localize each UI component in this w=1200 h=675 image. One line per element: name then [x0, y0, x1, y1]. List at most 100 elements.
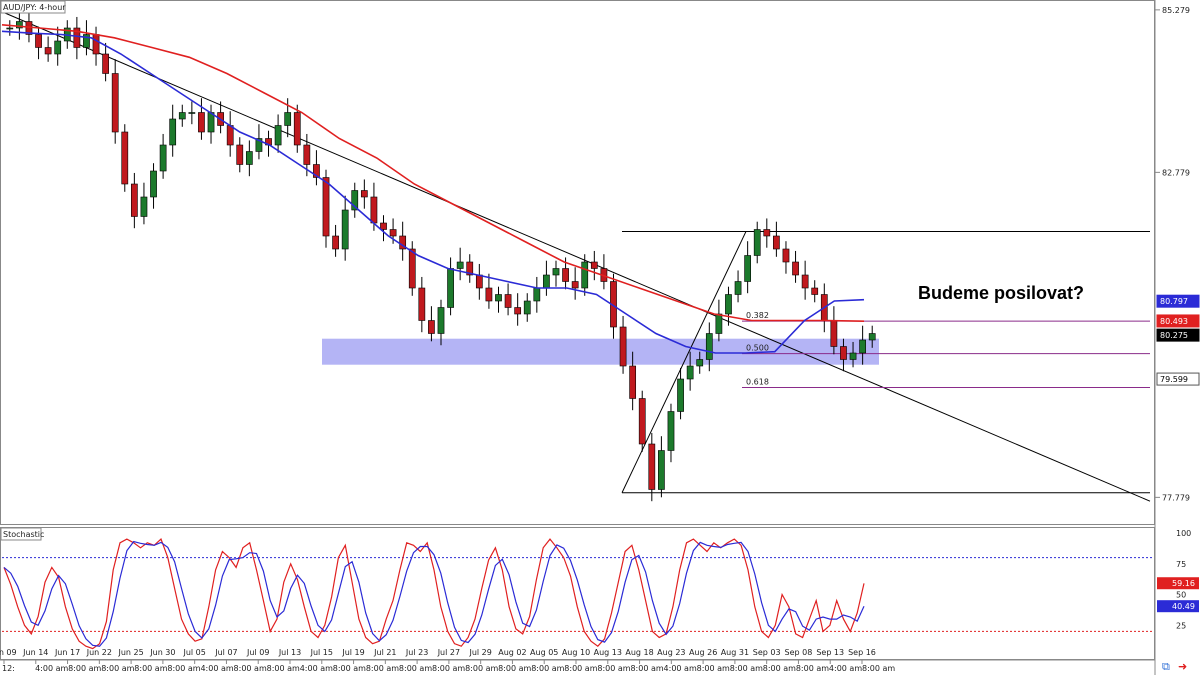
x-tick-label: Jun 30 [149, 648, 175, 657]
candle-body [801, 274, 809, 289]
price-label-box [1156, 372, 1200, 386]
candle-body [73, 27, 81, 48]
candle-body [428, 320, 435, 334]
candle-body [351, 190, 359, 211]
stochastic-value-text: 40.49 [1172, 602, 1195, 611]
x-tick-label: Jul 13 [278, 648, 301, 657]
candle-body [293, 112, 301, 146]
candle-body [332, 235, 339, 250]
x-sub-label: 8:00 am [730, 664, 763, 673]
x-tick-label: Aug 10 [562, 648, 590, 657]
x-tick-label: Jul 29 [468, 648, 491, 657]
x-sub-label: 4:00 am [300, 664, 333, 673]
x-sub-label: 8:00 am [796, 664, 829, 673]
candle-body [322, 177, 330, 237]
x-tick-label: Sep 03 [753, 648, 781, 657]
x-tick-label: Jun 09 [0, 648, 17, 657]
candle-body [284, 112, 292, 126]
x-sub-label: 8:00 am [333, 664, 366, 673]
x-tick-label: Aug 26 [689, 648, 717, 657]
x-sub-label: 8:00 am [267, 664, 300, 673]
x-tick-label: Aug 31 [721, 648, 749, 657]
stochastic-tick-label: 50 [1176, 591, 1186, 600]
x-sub-label: 4:00 am [829, 664, 862, 673]
candle-body [868, 333, 876, 341]
candle-body [226, 125, 234, 146]
x-sub-label: 8:00 am [597, 664, 630, 673]
candle-body [619, 326, 627, 367]
fib-level-label: 0.618 [746, 377, 769, 386]
x-tick-label: Sep 08 [785, 648, 813, 657]
candle-body [102, 53, 109, 74]
candle-body [849, 352, 857, 360]
candle-body [686, 365, 694, 380]
y-tick-label: 82.779 [1162, 168, 1190, 177]
x-tick-label: Sep 16 [848, 648, 876, 657]
chart-title: AUD/JPY: 4-hour [3, 3, 66, 12]
candle-body [581, 261, 589, 289]
candle-body [437, 307, 445, 334]
candle-body [763, 229, 771, 237]
fib-level-label: 0.500 [746, 344, 769, 353]
stochastic-pane [2, 538, 1153, 650]
stochastic-tick-label: 100 [1176, 529, 1191, 538]
stochastic-value-text: 59.16 [1172, 579, 1195, 588]
candle-body [753, 229, 761, 256]
candle-body [562, 268, 569, 282]
price-label-text: 80.493 [1160, 317, 1188, 326]
candle-body [734, 281, 742, 295]
fib-level-label: 0.382 [746, 311, 769, 320]
candle-body [418, 287, 426, 321]
link-icon[interactable]: ⧉ [1162, 660, 1170, 673]
x-tick-label: Jul 27 [437, 648, 460, 657]
x-tick-label: Jul 09 [246, 648, 269, 657]
x-sub-label: 4:00 am [200, 664, 233, 673]
candle-body [725, 294, 732, 315]
x-tick-label: Jul 15 [310, 648, 333, 657]
x-tick-label: Aug 23 [657, 648, 685, 657]
x-tick-label: Jun 22 [86, 648, 112, 657]
candle-body [466, 261, 474, 276]
candle-body [648, 443, 656, 490]
candle-body [16, 21, 23, 29]
candle-body [150, 170, 157, 198]
y-tick-label: 85.279 [1162, 6, 1190, 15]
x-sub-label: 8:00 am [68, 664, 101, 673]
candle-body [514, 307, 522, 315]
candle-body [236, 144, 244, 165]
candle-body [130, 183, 138, 217]
candle-body [485, 287, 493, 302]
x-sub-label: 8:00 am [465, 664, 498, 673]
candle-body [705, 333, 713, 360]
stochastic-tick-label: 75 [1176, 560, 1186, 569]
candle-body [744, 255, 752, 282]
x-tick-label: Jul 23 [405, 648, 428, 657]
x-tick-label: Jul 21 [373, 648, 396, 657]
x-sub-label: 8:00 am [234, 664, 267, 673]
candle-body [360, 190, 368, 198]
x-sub-label: 8:00 am [167, 664, 200, 673]
stochastic-pane-frame [0, 527, 1155, 660]
price-label-text: 80.797 [1160, 297, 1188, 306]
x-tick-label: Jun 25 [117, 648, 143, 657]
candle-body [198, 112, 205, 133]
x-sub-label: 8:00 am [763, 664, 796, 673]
chart-title-box [0, 0, 66, 14]
candle-body [380, 222, 387, 230]
annotation-text: Budeme posilovat? [918, 283, 1084, 303]
candle-body [523, 300, 531, 315]
arrow-right-icon[interactable]: ➜ [1178, 660, 1187, 673]
candle-body [658, 450, 665, 490]
candle-body [552, 268, 560, 276]
candle-body [341, 209, 349, 250]
candle-body [111, 73, 119, 133]
candle-body [408, 248, 416, 289]
candle-body [121, 131, 129, 185]
candle-body [859, 339, 866, 354]
x-tick-label: Jul 05 [182, 648, 205, 657]
candle-body [274, 125, 282, 146]
ma-blue-line [1, 30, 865, 354]
candle-body [447, 268, 454, 308]
candle-body [782, 248, 790, 263]
